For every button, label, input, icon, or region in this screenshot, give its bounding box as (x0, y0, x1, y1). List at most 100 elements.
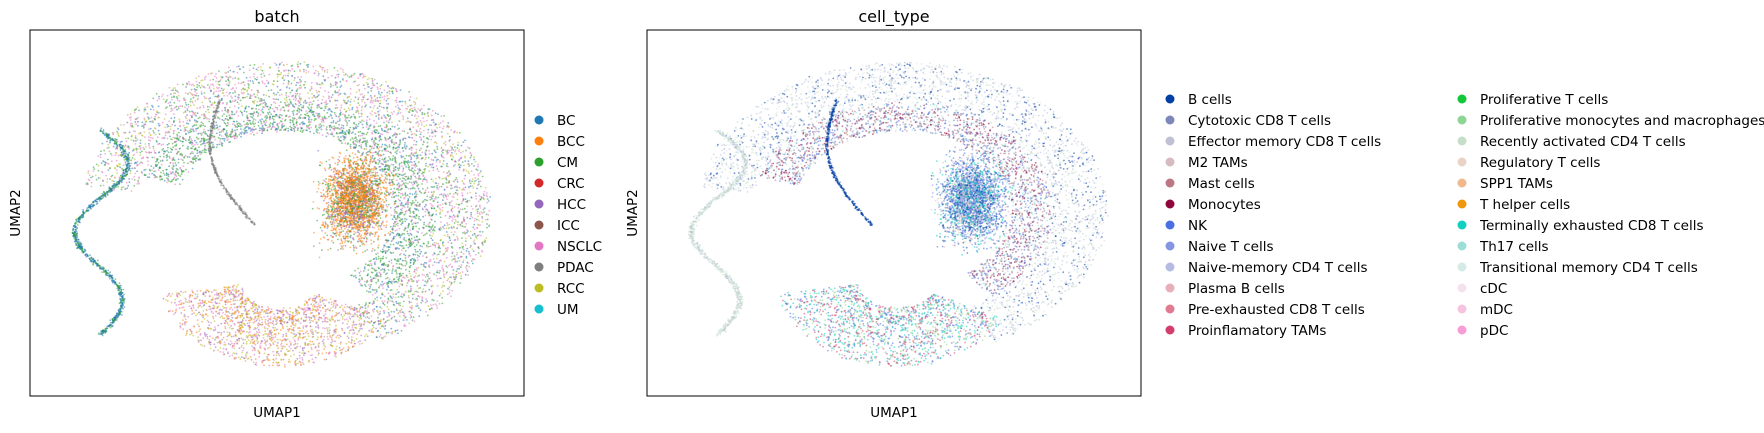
scatter-point (358, 303, 361, 306)
scatter-point (143, 125, 146, 127)
scatter-point (406, 117, 409, 120)
scatter-point (427, 165, 429, 168)
scatter-point (477, 184, 479, 187)
scatter-point (318, 115, 321, 118)
scatter-point (451, 151, 453, 154)
scatter-point (454, 218, 457, 221)
scatter-point (97, 164, 100, 167)
scatter-point (149, 134, 152, 137)
scatter-point (478, 180, 480, 183)
scatter-point (415, 190, 417, 193)
scatter-point (421, 171, 424, 174)
scatter-point (262, 102, 264, 105)
scatter-point (450, 295, 452, 298)
scatter-point (344, 100, 346, 103)
scatter-point (239, 123, 241, 126)
scatter-point (456, 260, 459, 263)
scatter-point (318, 124, 320, 126)
scatter-point (357, 97, 360, 99)
scatter-point (299, 130, 302, 133)
scatter-point (252, 82, 255, 85)
scatter-point (399, 283, 402, 285)
scatter-point (162, 172, 165, 175)
scatter-point (467, 160, 470, 163)
scatter-point (124, 161, 127, 164)
scatter-point (160, 163, 163, 166)
scatter-point (416, 201, 419, 204)
scatter-point (231, 100, 234, 103)
scatter-point (475, 253, 477, 256)
scatter-point (272, 97, 275, 100)
scatter-point (181, 154, 184, 157)
scatter-point (452, 148, 455, 151)
scatter-point (194, 158, 197, 161)
scatter-point (426, 119, 428, 122)
scatter-point (318, 256, 321, 259)
scatter-point (170, 110, 172, 113)
scatter-point (381, 280, 384, 283)
scatter-point (437, 123, 440, 126)
scatter-point (414, 222, 417, 225)
scatter-point (462, 226, 465, 228)
scatter-point (430, 191, 433, 194)
scatter-point (278, 73, 281, 76)
scatter-point (379, 135, 382, 138)
scatter-point (467, 230, 469, 233)
scatter-point (380, 250, 382, 253)
scatter-point (374, 98, 377, 101)
scatter-point (148, 142, 150, 145)
scatter-point (448, 236, 451, 238)
scatter-point (266, 79, 268, 82)
scatter-point (235, 111, 238, 114)
scatter-point (438, 126, 441, 129)
scatter-point (388, 90, 391, 93)
scatter-point (448, 215, 451, 218)
scatter-point (481, 220, 484, 223)
scatter-point (112, 132, 115, 135)
scatter-point (205, 139, 208, 141)
scatter-point (458, 186, 461, 189)
scatter-point (282, 74, 285, 77)
scatter-point (244, 108, 247, 110)
scatter-point (428, 260, 430, 263)
scatter-point (399, 100, 402, 103)
scatter-point (198, 107, 201, 110)
scatter-point (261, 108, 264, 111)
scatter-point (446, 293, 449, 296)
scatter-point (386, 250, 389, 253)
scatter-point (193, 112, 196, 115)
scatter-point (246, 90, 249, 93)
scatter-point (468, 165, 471, 167)
scatter-point (312, 65, 315, 68)
scatter-point (184, 101, 187, 104)
scatter-point (407, 226, 409, 229)
scatter-point (458, 168, 460, 171)
scatter-point (391, 121, 393, 124)
scatter-point (377, 113, 380, 116)
scatter-point (404, 100, 407, 103)
scatter-point (308, 107, 310, 110)
scatter-point (431, 234, 433, 237)
scatter-point (210, 83, 212, 86)
scatter-point (422, 234, 425, 237)
scatter-point (430, 119, 433, 121)
scatter-point (214, 95, 217, 98)
scatter-point (161, 95, 163, 98)
scatter-point (457, 159, 460, 162)
scatter-point (168, 142, 170, 145)
scatter-point (451, 289, 454, 292)
scatter-point (341, 69, 344, 71)
scatter-point (471, 180, 473, 183)
scatter-point (161, 121, 164, 124)
scatter-point (399, 111, 402, 114)
scatter-point (401, 220, 404, 223)
scatter-point (134, 108, 136, 111)
scatter-point (388, 146, 391, 148)
scatter-point (438, 302, 441, 305)
scatter-point (476, 210, 479, 213)
scatter-point (450, 282, 453, 284)
scatter-point (422, 129, 425, 132)
scatter-point (475, 195, 477, 198)
scatter-point (413, 276, 416, 278)
scatter-point (153, 127, 156, 129)
